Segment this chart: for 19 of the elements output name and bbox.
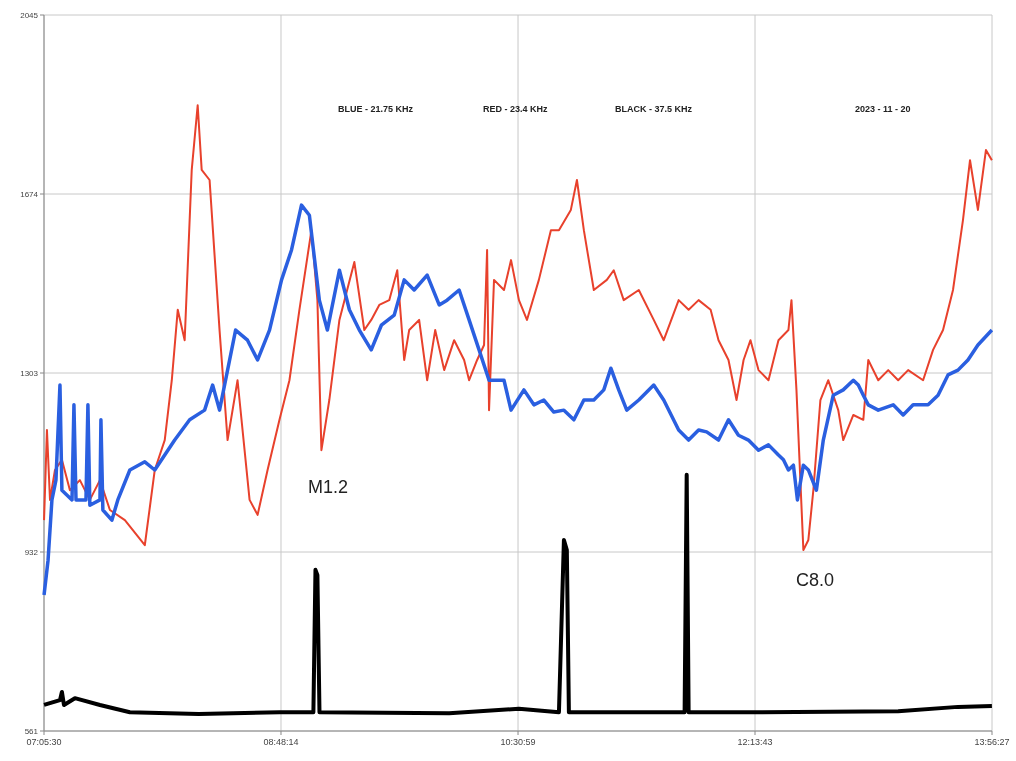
y-tick-label: 1303 <box>20 368 39 378</box>
x-tick-label: 12:13:43 <box>737 737 773 747</box>
annotation: C8.0 <box>796 570 835 590</box>
annotation: BLACK - 37.5 KHz <box>615 104 693 114</box>
y-tick-label: 561 <box>24 726 39 736</box>
line-series <box>42 472 994 717</box>
annotation: BLUE - 21.75 KHz <box>338 104 414 114</box>
line-series <box>42 203 994 597</box>
annotation: 2023 - 11 - 20 <box>855 104 911 114</box>
x-tick-label: 13:56:27 <box>974 737 1010 747</box>
y-tick-label: 932 <box>24 547 39 557</box>
line-series <box>43 104 993 552</box>
y-tick-label: 2045 <box>20 10 39 20</box>
y-tick-label: 1674 <box>20 189 39 199</box>
x-tick-label: 07:05:30 <box>26 737 62 747</box>
x-tick-label: 08:48:14 <box>263 737 299 747</box>
annotation: M1.2 <box>308 477 349 497</box>
annotation: RED - 23.4 KHz <box>483 104 549 114</box>
x-tick-label: 10:30:59 <box>500 737 536 747</box>
